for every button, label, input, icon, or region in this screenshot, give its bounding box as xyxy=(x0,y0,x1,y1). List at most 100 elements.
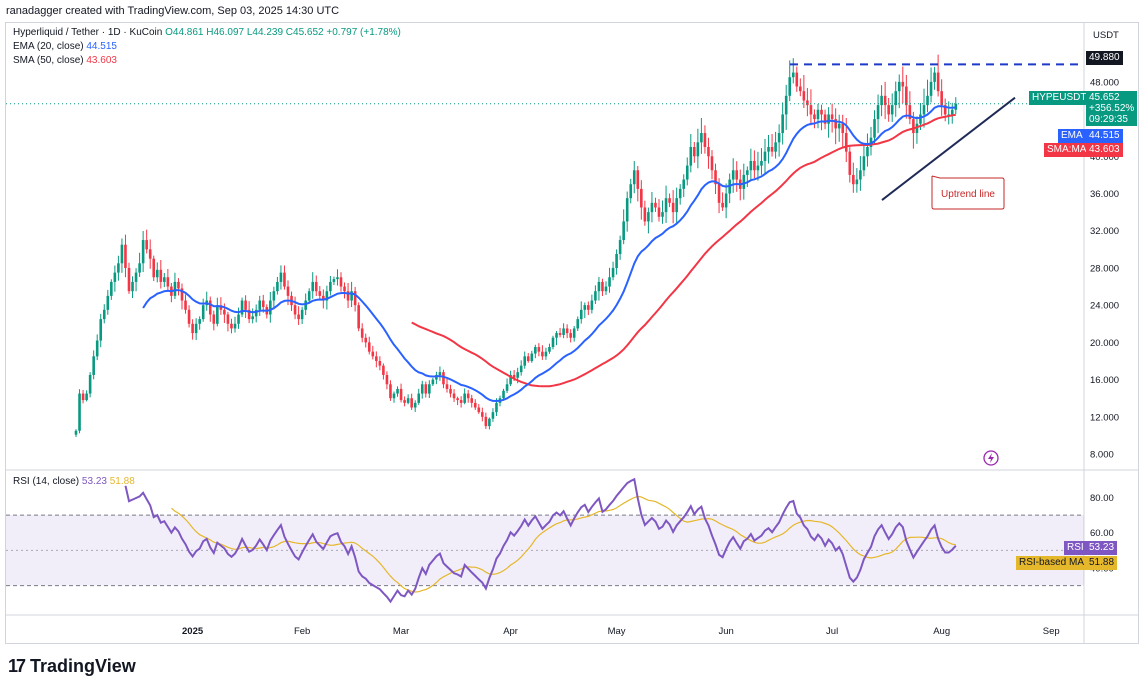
candle-body xyxy=(558,333,562,335)
rsi-ma-tag: RSI-based MA xyxy=(1016,556,1088,570)
candle-body xyxy=(809,105,813,115)
candle-body xyxy=(424,384,428,394)
candle-body xyxy=(572,328,576,338)
candle-body xyxy=(240,300,244,315)
price-axis-tick: 36.000 xyxy=(1090,189,1119,200)
tv-logo-icon: 17 xyxy=(8,656,26,676)
candle-body xyxy=(820,109,823,115)
candle-body xyxy=(587,305,590,310)
candle-body xyxy=(148,249,152,259)
candle-body xyxy=(74,430,78,435)
time-axis-label: Jun xyxy=(718,626,733,637)
candle-body xyxy=(502,390,505,399)
candle-body xyxy=(481,412,484,417)
candle-body xyxy=(223,309,226,315)
candle-body xyxy=(894,91,898,106)
candle-body xyxy=(890,105,894,115)
candle-body xyxy=(601,281,604,292)
candle-body xyxy=(852,174,855,185)
candle-body xyxy=(724,193,728,208)
candle-body xyxy=(784,95,788,115)
candle-body xyxy=(106,295,110,310)
candle-body xyxy=(597,281,601,292)
candle-body xyxy=(145,240,148,250)
candle-body xyxy=(746,170,749,175)
time-axis-label: Jul xyxy=(826,626,838,637)
candle-body xyxy=(152,258,156,278)
rsi-value-tag: 53.23 xyxy=(1086,541,1118,555)
candle-body xyxy=(707,147,710,157)
candle-body xyxy=(251,316,254,320)
sma-tag: SMA:MA xyxy=(1044,143,1090,157)
candle-body xyxy=(943,105,947,115)
candle-body xyxy=(325,291,329,301)
candle-body xyxy=(816,109,820,120)
candle-body xyxy=(919,114,922,124)
legend-rsi-value: 53.23 xyxy=(81,476,107,487)
price-tag-value: 45.652 xyxy=(1089,92,1120,103)
candle-body xyxy=(594,291,597,301)
candle-body xyxy=(187,309,191,324)
candle-body xyxy=(908,105,912,120)
candle-body xyxy=(360,328,364,338)
candle-body xyxy=(551,337,555,348)
candle-body xyxy=(99,319,103,341)
candle-body xyxy=(859,170,862,180)
legend-sma-label: SMA (50, close) xyxy=(13,55,84,66)
candle-body xyxy=(127,267,131,292)
candle-body xyxy=(120,244,124,264)
candle-body xyxy=(625,198,629,222)
legend-sma-row: SMA (50, close) 43.603 xyxy=(13,55,117,66)
candle-body xyxy=(685,165,689,180)
uptrend-line xyxy=(881,96,1016,201)
candle-body xyxy=(541,351,544,357)
candle-body xyxy=(753,160,756,171)
candle-body xyxy=(470,398,474,403)
currency-label: USDT xyxy=(1093,30,1119,41)
time-axis-label: Mar xyxy=(393,626,409,637)
legend-change: +0.797 (+1.78%) xyxy=(326,27,401,38)
candle-body xyxy=(131,281,134,292)
candle-body xyxy=(367,342,371,352)
candle-body xyxy=(163,277,166,282)
candle-body xyxy=(933,72,936,82)
price-axis-tick: 40.000 xyxy=(1090,152,1119,163)
candle-body xyxy=(420,384,424,394)
candle-body xyxy=(632,170,636,185)
legend-low: L44.239 xyxy=(246,27,284,38)
sma-50-line xyxy=(411,113,956,388)
candle-body xyxy=(438,372,442,375)
annotation-text: Uptrend line xyxy=(941,189,995,200)
candle-body xyxy=(519,365,523,373)
time-axis-label: Aug xyxy=(933,626,950,637)
candle-body xyxy=(184,300,187,310)
candle-body xyxy=(456,398,459,401)
candle-body xyxy=(512,374,516,378)
candle-body xyxy=(279,272,283,282)
candle-body xyxy=(233,323,237,329)
candle-body xyxy=(710,156,714,171)
candle-body xyxy=(329,281,332,292)
candle-body xyxy=(767,147,770,152)
candle-body xyxy=(371,351,375,357)
candle-body xyxy=(473,402,477,408)
candle-body xyxy=(180,288,184,301)
candle-body xyxy=(212,314,216,324)
candle-body xyxy=(466,393,470,399)
candle-body xyxy=(664,198,668,213)
legend-open: O44.861 xyxy=(165,27,204,38)
candle-body xyxy=(929,81,933,96)
rsi-line xyxy=(124,477,957,604)
legend-rsi-label: RSI (14, close) xyxy=(13,476,80,487)
candle-body xyxy=(382,365,385,375)
candle-body xyxy=(795,72,799,87)
candle-body xyxy=(714,170,717,185)
candle-body xyxy=(827,114,830,124)
candle-body xyxy=(954,103,958,110)
candle-body xyxy=(166,277,170,287)
candle-body xyxy=(272,291,276,301)
candle-body xyxy=(78,393,81,431)
candle-body xyxy=(548,347,551,352)
candle-body xyxy=(124,244,127,268)
